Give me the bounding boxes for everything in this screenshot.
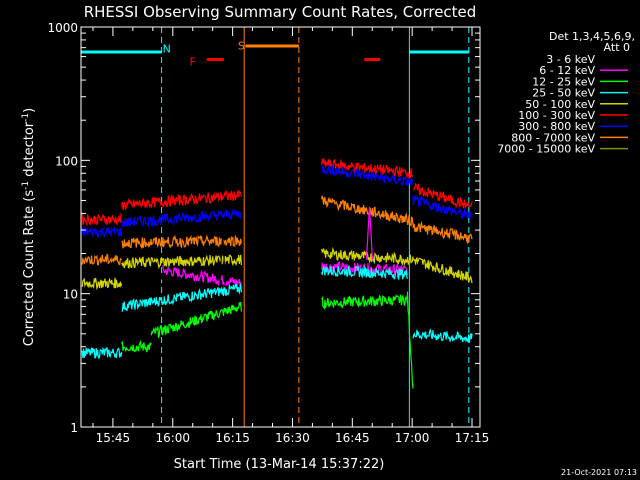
series-spike (219, 234, 227, 288)
series-line-25-50keV (412, 328, 473, 343)
series-line-6-12keV (162, 265, 242, 288)
series-line-12-25keV (150, 302, 242, 339)
y-tick-label: 1 (70, 421, 78, 435)
series-line-50-100keV (412, 257, 473, 284)
series-line-25-50keV (321, 264, 408, 281)
series-layer (81, 158, 473, 389)
flag-label-N: N (163, 43, 171, 56)
x-tick-label: 15:45 (96, 431, 131, 445)
x-tick-label: 16:00 (155, 431, 190, 445)
footer-date: 21-Oct-2021 07:13 (561, 468, 637, 477)
series-line-12-25keV (406, 291, 414, 389)
series-line-300-800keV (321, 164, 414, 186)
chart-title: RHESSI Observing Summary Count Rates, Co… (84, 3, 477, 21)
series-line-25-50keV (121, 282, 242, 312)
legend-entry-label: 25 - 50 keV (532, 87, 595, 100)
x-axis-label: Start Time (13-Mar-14 15:37:22) (174, 457, 385, 472)
legend-header-detectors: Det 1,3,4,5,6,9, (549, 30, 635, 43)
y-axis-label: Corrected Count Rate (s-1 detector-1) (21, 108, 37, 346)
legend-entry-label: 300 - 800 keV (518, 120, 595, 133)
series-line-3-6keV (150, 272, 164, 285)
flag-label-S: S (238, 39, 245, 52)
series-line-300-800keV (81, 227, 123, 238)
legend-entry-label: 6 - 12 keV (539, 64, 595, 77)
series-line-800-7000keV (121, 234, 242, 250)
y-tick-label: 10 (63, 288, 78, 302)
x-tick-label: 16:30 (275, 431, 310, 445)
y-tick-label: 100 (55, 154, 78, 168)
series-spike (365, 206, 374, 260)
flag-label-F: F (190, 56, 196, 69)
series-line-12-25keV (321, 294, 408, 310)
legend-entry-label: 50 - 100 keV (525, 98, 595, 111)
x-tick-label: 16:45 (335, 431, 370, 445)
x-tick-label: 16:15 (215, 431, 250, 445)
legend-entry-label: 12 - 25 keV (532, 75, 595, 88)
series-line-100-300keV (121, 189, 242, 212)
series-line-100-300keV (321, 158, 414, 180)
x-tick-label: 17:15 (455, 431, 490, 445)
series-line-50-100keV (81, 277, 123, 291)
series-line-100-300keV (412, 182, 473, 209)
series-line-800-7000keV (81, 253, 122, 266)
series-line-800-7000keV (412, 220, 473, 245)
plot-frame (80, 26, 481, 428)
series-line-25-50keV (81, 346, 123, 360)
axes-layer: 1 10 100 1000 15:45 16:00 16:15 16:30 16:45 17:00… (47, 21, 489, 445)
series-line-300-800keV (121, 208, 242, 229)
legend-entry-label: 7000 - 15000 keV (497, 143, 595, 156)
legend-header-attenuator: Att 0 (604, 41, 630, 54)
legend-entry-label: 800 - 7000 keV (511, 131, 595, 144)
series-line-800-7000keV (321, 195, 414, 227)
series-line-300-800keV (412, 194, 473, 220)
series-line-100-300keV (81, 212, 123, 227)
series-line-12-25keV (121, 340, 152, 353)
flag-layer: N F S (81, 27, 470, 427)
legend-entry-label: 100 - 300 keV (518, 109, 595, 122)
x-tick-label: 17:00 (395, 431, 430, 445)
legend-entry-label: 3 - 6 keV (546, 53, 595, 66)
y-tick-label: 1000 (47, 21, 78, 35)
